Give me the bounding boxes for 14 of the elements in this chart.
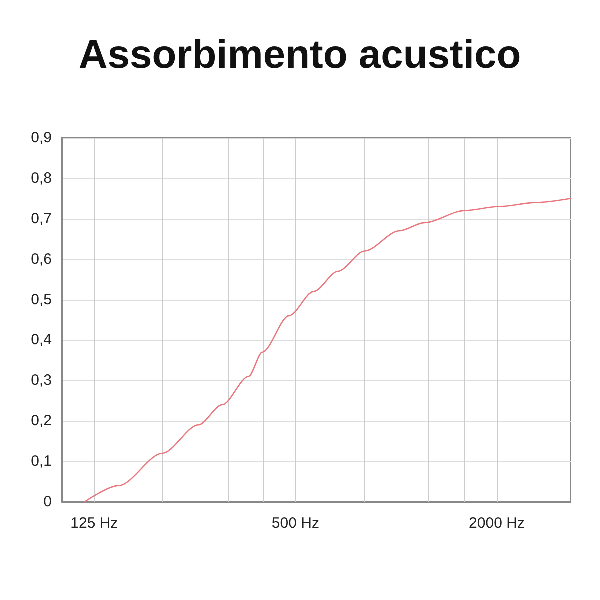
- y-tick-label: 0,1: [31, 453, 52, 470]
- y-tick-label: 0,6: [31, 250, 52, 268]
- x-tick-label: 125 Hz: [70, 515, 118, 532]
- x-tick-label: 2000 Hz: [469, 515, 525, 532]
- y-tick-label: 0,7: [31, 210, 52, 228]
- y-tick-label: 0,3: [31, 372, 52, 390]
- y-tick-label: 0: [44, 494, 52, 510]
- y-tick-label: 0,8: [31, 170, 52, 187]
- y-tick-label: 0,5: [31, 291, 52, 308]
- chart-title: Assorbimento acustico: [78, 33, 522, 77]
- x-tick-label: 500 Hz: [272, 515, 320, 532]
- y-tick-label: 0,4: [31, 332, 52, 349]
- y-tick-label: 0,9: [31, 130, 52, 146]
- y-tick-label: 0,2: [31, 412, 52, 430]
